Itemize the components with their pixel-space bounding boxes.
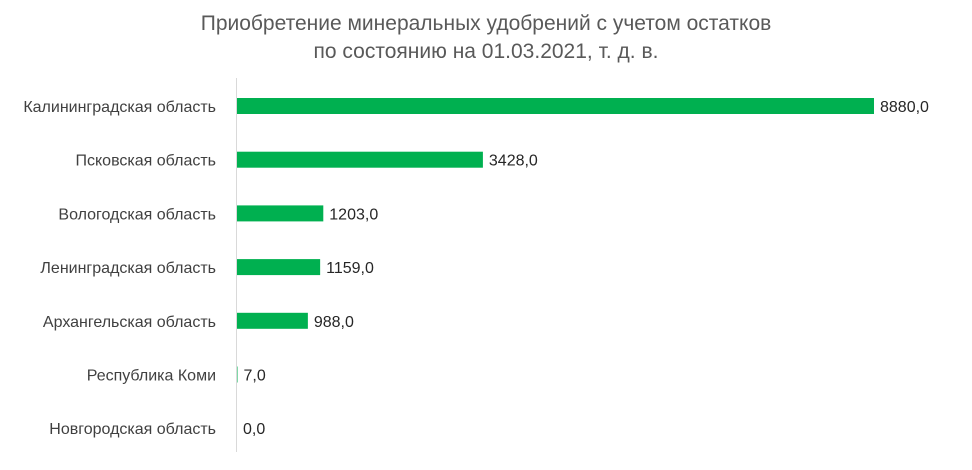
bar <box>237 151 483 168</box>
category-label: Псковская область <box>76 153 217 170</box>
category-label: Новгородская область <box>49 421 216 438</box>
bar <box>237 259 321 276</box>
value-label: 3428,0 <box>489 153 538 170</box>
bar <box>237 205 324 222</box>
category-label: Ленинградская область <box>40 260 216 277</box>
bar <box>237 98 874 114</box>
value-label: 1203,0 <box>329 206 378 223</box>
bar <box>237 366 238 383</box>
value-label: 7,0 <box>244 368 266 385</box>
category-label: Архангельская область <box>43 314 216 331</box>
bar <box>237 312 308 329</box>
value-label: 8880,0 <box>880 99 929 116</box>
chart-title-line-2: по состоянию на 01.03.2021, т. д. в. <box>313 40 659 63</box>
category-label: Республика Коми <box>87 368 216 385</box>
category-label: Вологодская область <box>58 206 216 223</box>
value-label: 1159,0 <box>326 260 374 277</box>
category-label: Калининградская область <box>23 99 216 116</box>
value-label: 0,0 <box>243 421 265 438</box>
value-label: 988,0 <box>314 314 354 331</box>
chart-title-line-1: Приобретение минеральных удобрений с уче… <box>200 12 772 35</box>
